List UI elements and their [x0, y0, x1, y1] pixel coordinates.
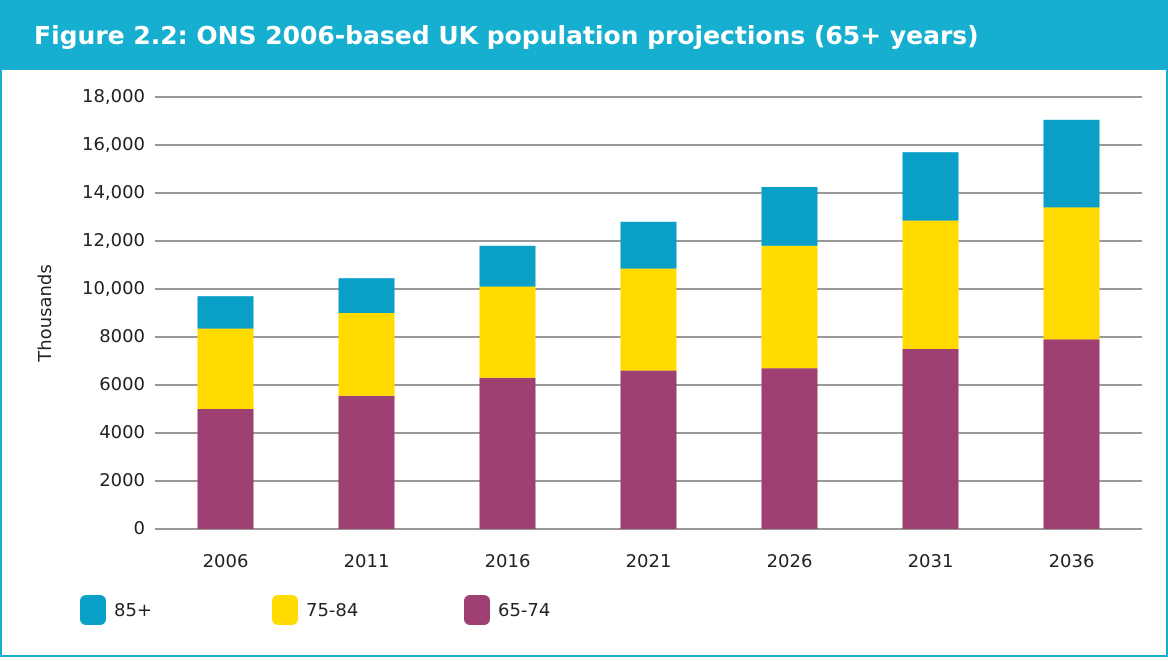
- bar-segment: [479, 286, 536, 378]
- header: [0, 0, 1168, 70]
- bar-segment: [620, 221, 677, 269]
- y-axis-label: Thousands: [35, 264, 56, 362]
- y-tick-label: 4000: [99, 422, 145, 443]
- legend-swatch: [80, 595, 106, 625]
- legend-label: 65-74: [498, 600, 550, 621]
- y-tick-label: 6000: [99, 374, 145, 395]
- x-tick-label: 2006: [203, 551, 249, 572]
- bar-segment: [197, 328, 254, 409]
- legend-swatch: [272, 595, 298, 625]
- bar-segment: [620, 268, 677, 371]
- bar-segment: [338, 278, 395, 313]
- bar-segment: [902, 349, 959, 529]
- x-tick-label: 2031: [908, 551, 954, 572]
- x-tick-label: 2026: [767, 551, 813, 572]
- x-tick-label: 2011: [344, 551, 390, 572]
- y-tick-label: 0: [134, 518, 145, 539]
- y-tick-label: 10,000: [82, 278, 145, 299]
- bar-segment: [479, 245, 536, 287]
- bar-segment: [902, 152, 959, 221]
- chart-title: Figure 2.2: ONS 2006-based UK population…: [34, 21, 979, 50]
- bar-segment: [197, 409, 254, 529]
- y-tick-label: 8000: [99, 326, 145, 347]
- bar-segment: [902, 220, 959, 349]
- bar-segment: [338, 395, 395, 529]
- bar-segment: [1043, 339, 1100, 529]
- bar-segment: [338, 313, 395, 396]
- x-tick-label: 2036: [1049, 551, 1095, 572]
- x-tick-label: 2016: [485, 551, 531, 572]
- bar-segment: [197, 296, 254, 329]
- legend-label: 85+: [114, 600, 152, 621]
- y-tick-label: 18,000: [82, 86, 145, 107]
- bar-segment: [1043, 207, 1100, 340]
- y-tick-label: 16,000: [82, 134, 145, 155]
- y-tick-label: 2000: [99, 470, 145, 491]
- bar-segment: [479, 377, 536, 529]
- bar-segment: [620, 370, 677, 529]
- y-tick-label: 12,000: [82, 230, 145, 251]
- bar-segment: [1043, 119, 1100, 208]
- y-tick-label: 14,000: [82, 182, 145, 203]
- x-tick-label: 2021: [626, 551, 672, 572]
- bar-segment: [761, 368, 818, 529]
- legend-label: 75-84: [306, 600, 358, 621]
- legend-swatch: [464, 595, 490, 625]
- bar-segment: [761, 245, 818, 369]
- bar-segment: [761, 187, 818, 246]
